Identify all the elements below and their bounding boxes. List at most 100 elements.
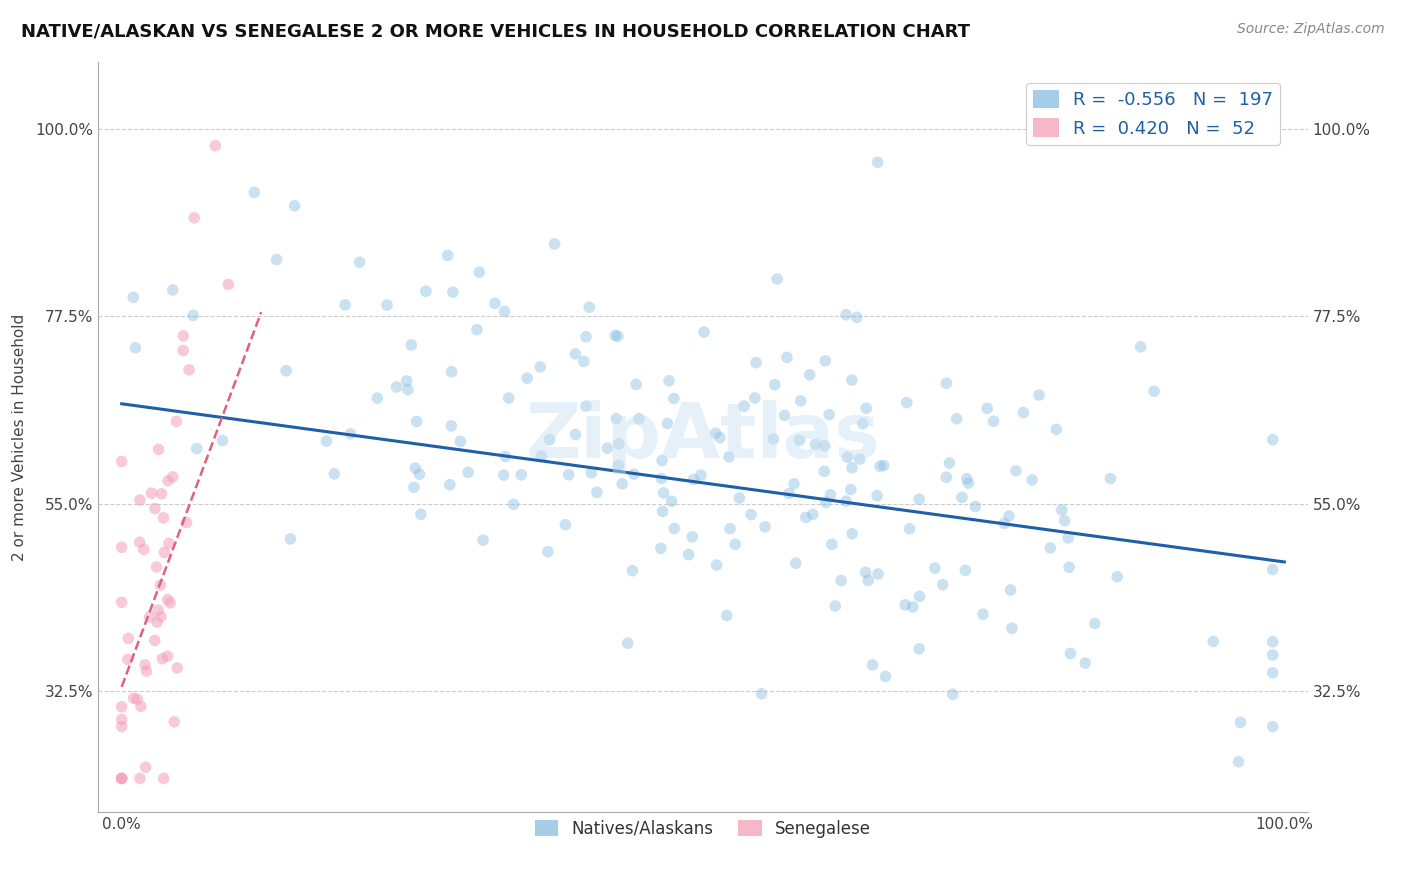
- Point: [621, 564, 644, 578]
- Point: [875, 669, 897, 683]
- Text: NATIVE/ALASKAN VS SENEGALESE 2 OR MORE VEHICLES IN HOUSEHOLD CORRELATION CHART: NATIVE/ALASKAN VS SENEGALESE 2 OR MORE V…: [21, 22, 970, 40]
- Point: [924, 561, 946, 575]
- Point: [530, 449, 553, 463]
- Point: [572, 354, 595, 368]
- Point: [401, 338, 423, 352]
- Point: [1202, 634, 1225, 648]
- Point: [111, 713, 134, 727]
- Point: [396, 383, 419, 397]
- Point: [1059, 647, 1081, 661]
- Point: [789, 433, 811, 447]
- Point: [1261, 648, 1284, 662]
- Point: [166, 661, 188, 675]
- Point: [141, 486, 163, 500]
- Point: [1099, 471, 1122, 485]
- Point: [1261, 665, 1284, 680]
- Point: [484, 296, 506, 310]
- Point: [176, 516, 198, 530]
- Point: [409, 508, 432, 522]
- Point: [156, 649, 179, 664]
- Point: [575, 330, 598, 344]
- Point: [138, 609, 160, 624]
- Point: [813, 464, 835, 478]
- Point: [152, 651, 174, 665]
- Point: [1012, 406, 1035, 420]
- Point: [950, 491, 973, 505]
- Point: [1053, 514, 1076, 528]
- Point: [932, 578, 955, 592]
- Point: [745, 356, 768, 370]
- Point: [415, 285, 437, 299]
- Point: [564, 427, 586, 442]
- Point: [1028, 388, 1050, 402]
- Point: [650, 471, 672, 485]
- Point: [284, 199, 307, 213]
- Point: [1057, 560, 1080, 574]
- Point: [162, 470, 184, 484]
- Point: [127, 692, 149, 706]
- Point: [740, 508, 762, 522]
- Point: [395, 374, 418, 388]
- Point: [814, 354, 837, 368]
- Point: [898, 522, 921, 536]
- Point: [440, 419, 463, 434]
- Point: [868, 566, 890, 581]
- Point: [818, 408, 841, 422]
- Point: [152, 772, 174, 786]
- Point: [616, 636, 638, 650]
- Point: [339, 426, 361, 441]
- Point: [1057, 531, 1080, 545]
- Point: [908, 641, 931, 656]
- Point: [873, 458, 896, 473]
- Point: [537, 545, 560, 559]
- Point: [682, 472, 704, 486]
- Point: [538, 433, 561, 447]
- Point: [762, 432, 785, 446]
- Point: [661, 494, 683, 508]
- Point: [111, 595, 134, 609]
- Point: [664, 522, 686, 536]
- Point: [516, 371, 538, 385]
- Point: [111, 772, 134, 786]
- Point: [785, 556, 807, 570]
- Point: [405, 415, 427, 429]
- Point: [837, 450, 859, 464]
- Point: [129, 699, 152, 714]
- Point: [852, 417, 875, 431]
- Point: [543, 237, 565, 252]
- Point: [472, 533, 495, 548]
- Point: [554, 517, 576, 532]
- Point: [146, 615, 169, 629]
- Point: [134, 657, 156, 672]
- Point: [908, 492, 931, 507]
- Point: [605, 328, 627, 343]
- Point: [651, 453, 673, 467]
- Point: [790, 393, 813, 408]
- Point: [658, 374, 681, 388]
- Point: [855, 566, 877, 580]
- Point: [276, 364, 298, 378]
- Point: [122, 290, 145, 304]
- Point: [385, 380, 408, 394]
- Point: [122, 691, 145, 706]
- Point: [117, 652, 139, 666]
- Point: [404, 461, 426, 475]
- Point: [323, 467, 346, 481]
- Point: [449, 434, 471, 449]
- Point: [955, 563, 977, 577]
- Point: [111, 772, 134, 786]
- Point: [152, 510, 174, 524]
- Point: [157, 536, 180, 550]
- Point: [935, 376, 957, 391]
- Point: [148, 442, 170, 457]
- Point: [128, 772, 150, 786]
- Point: [439, 477, 461, 491]
- Point: [804, 437, 827, 451]
- Point: [111, 772, 134, 786]
- Point: [1261, 635, 1284, 649]
- Point: [1074, 656, 1097, 670]
- Legend: Natives/Alaskans, Senegalese: Natives/Alaskans, Senegalese: [529, 814, 877, 845]
- Point: [718, 522, 741, 536]
- Point: [498, 391, 520, 405]
- Point: [794, 510, 817, 524]
